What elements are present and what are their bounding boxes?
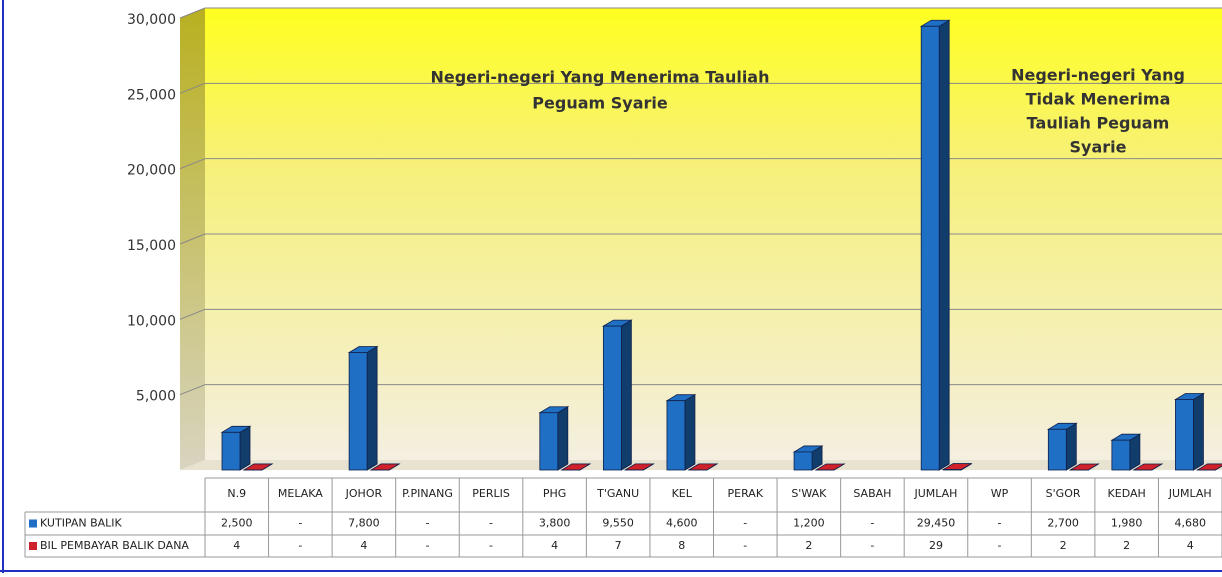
bar (667, 395, 695, 470)
category-label: JOHOR (345, 487, 383, 500)
category-label: MELAKA (278, 487, 323, 500)
bar-side (1193, 393, 1203, 470)
bar (349, 346, 377, 470)
bar (794, 446, 822, 470)
table-value: 3,800 (539, 517, 571, 530)
bar-front (222, 432, 240, 470)
table-value: 29 (929, 539, 943, 552)
table-value: 2 (805, 539, 812, 552)
bar-front (603, 326, 621, 470)
annotation: Negeri-negeri Yang (1011, 66, 1185, 85)
table-value: 7 (615, 539, 622, 552)
legend-label: KUTIPAN BALIK (40, 517, 123, 530)
table-value: 4 (360, 539, 367, 552)
table-value: - (743, 517, 747, 530)
category-label: S'WAK (791, 487, 827, 500)
category-label: SABAH (853, 487, 891, 500)
table-value: 9,550 (602, 517, 634, 530)
table-value: 4 (551, 539, 558, 552)
y-tick-label: 25,000 (127, 87, 176, 103)
bar (222, 426, 250, 470)
table-value: 4 (233, 539, 240, 552)
bar (1048, 423, 1076, 470)
bar-front (1048, 429, 1066, 470)
category-label: WP (991, 487, 1009, 500)
legend-swatch (29, 542, 37, 550)
bar-front (349, 352, 367, 470)
table-value: - (425, 517, 429, 530)
annotation: Tidak Menerima (1026, 90, 1171, 109)
table-value: - (870, 517, 874, 530)
table-value: - (998, 517, 1002, 530)
y-tick-label: 15,000 (127, 238, 176, 254)
bar-side (367, 346, 377, 470)
category-label: JUMLAH (1168, 487, 1212, 500)
y-tick-label: 20,000 (127, 163, 176, 179)
bar-side (685, 395, 695, 470)
table-value: 4,680 (1174, 517, 1206, 530)
table-value: 4,600 (666, 517, 698, 530)
bar (1175, 393, 1203, 470)
y-tick-label: 10,000 (127, 313, 176, 329)
table-value: - (743, 539, 747, 552)
table-value: - (998, 539, 1002, 552)
legend-label: BIL PEMBAYAR BALIK DANA (40, 539, 189, 552)
category-label: N.9 (227, 487, 246, 500)
bar-front (921, 26, 939, 470)
annotation: Negeri-negeri Yang Menerima Tauliah (430, 68, 769, 87)
y-tick-label: 30,000 (127, 12, 176, 28)
bar-side (558, 407, 568, 470)
table-value: - (489, 539, 493, 552)
category-label: KEDAH (1108, 487, 1146, 500)
bar (540, 407, 568, 470)
bar-front (1112, 440, 1130, 470)
table-value: 2 (1123, 539, 1130, 552)
y-tick-label: 5,000 (136, 389, 176, 405)
annotation: Tauliah Peguam (1027, 114, 1170, 133)
bar (603, 320, 631, 470)
table-value: 2,500 (221, 517, 253, 530)
category-label: JUMLAH (913, 487, 957, 500)
bar-front (1175, 399, 1193, 470)
table-value: - (870, 539, 874, 552)
bar-front (540, 413, 558, 470)
category-label: P.PINANG (402, 487, 453, 500)
table-value: - (489, 517, 493, 530)
bar-side (240, 426, 250, 470)
table-value: 29,450 (917, 517, 956, 530)
bar-front (794, 452, 812, 470)
bar (921, 20, 949, 470)
category-label: T'GANU (596, 487, 639, 500)
bar-front (667, 401, 685, 470)
table-value: 2 (1060, 539, 1067, 552)
category-label: PHG (543, 487, 566, 500)
bar-side (1066, 423, 1076, 470)
bar (1112, 434, 1140, 470)
category-label: PERLIS (472, 487, 510, 500)
category-label: S'GOR (1046, 487, 1081, 500)
legend-swatch (29, 520, 37, 528)
bar-side (621, 320, 631, 470)
table-value: 1,980 (1111, 517, 1143, 530)
annotation: Syarie (1070, 138, 1127, 157)
table-value: 1,200 (793, 517, 825, 530)
table-value: 8 (678, 539, 685, 552)
category-label: PERAK (728, 487, 764, 500)
category-label: KEL (672, 487, 693, 500)
table-value: 2,700 (1047, 517, 1079, 530)
table-value: - (425, 539, 429, 552)
table-value: 4 (1187, 539, 1194, 552)
table-value: - (298, 517, 302, 530)
annotation: Peguam Syarie (532, 94, 668, 113)
bar-side (939, 20, 949, 470)
table-value: - (298, 539, 302, 552)
table-value: 7,800 (348, 517, 380, 530)
